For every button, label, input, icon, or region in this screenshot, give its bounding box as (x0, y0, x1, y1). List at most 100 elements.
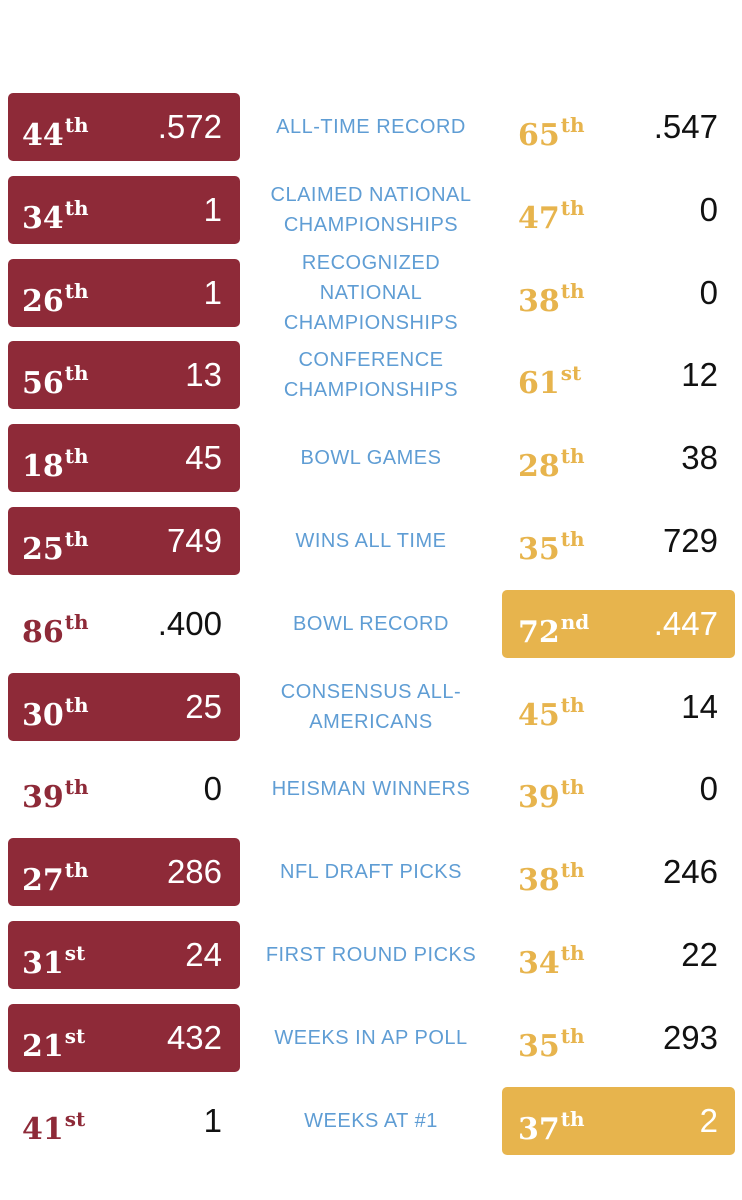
stat-row: 31st 24 FIRST ROUND PICKS 34th 22 (0, 921, 742, 989)
right-value: 14 (681, 688, 718, 725)
right-rank-number: 35 (518, 532, 560, 567)
left-value: 1 (203, 191, 222, 228)
left-rank-number: 56 (22, 366, 64, 401)
right-rank-suffix: th (560, 1107, 585, 1131)
stat-row: 26th 1 RECOGNIZED NATIONAL CHAMPIONSHIPS 38… (0, 252, 742, 334)
left-rank-suffix: th (64, 775, 89, 799)
stat-row: 18th 45 BOWL GAMES 28th 38 (0, 424, 742, 492)
right-rank: 45th (518, 683, 585, 738)
stat-row: 34th 1 CLAIMED NATIONAL CHAMPIONSHIPS 47th 0 (0, 176, 742, 244)
left-rank-suffix: th (64, 279, 89, 303)
left-rank: 30th (22, 683, 89, 738)
left-rank-suffix: th (64, 527, 89, 551)
right-rank-suffix: st (560, 361, 582, 385)
left-rank: 41st (22, 1097, 85, 1152)
category-label: RECOGNIZED NATIONAL CHAMPIONSHIPS (283, 252, 459, 334)
stat-row: 86th .400 BOWL RECORD 72nd .447 (0, 590, 742, 658)
left-rank: 34th (22, 186, 89, 241)
left-rank: 44th (22, 103, 89, 158)
left-value: 24 (185, 936, 222, 973)
left-rank-number: 34 (22, 201, 64, 236)
stat-row: 27th 286 NFL DRAFT PICKS 38th 246 (0, 838, 742, 906)
left-rank-number: 86 (22, 615, 64, 650)
category-label: BOWL RECORD (293, 613, 449, 635)
right-rank-suffix: th (560, 1024, 585, 1048)
left-value: 1 (203, 1102, 222, 1139)
right-rank-suffix: th (560, 113, 585, 137)
left-team-box (8, 93, 240, 161)
category-label: WEEKS IN AP POLL (274, 1027, 468, 1049)
left-rank-number: 21 (22, 1029, 64, 1064)
left-rank-suffix: st (64, 1107, 86, 1131)
right-team-box (502, 1087, 735, 1155)
left-rank-suffix: th (64, 610, 89, 634)
category-label: BOWL GAMES (300, 447, 442, 469)
right-rank-number: 72 (518, 615, 560, 650)
category-label: FIRST ROUND PICKS (265, 944, 477, 966)
left-value: 45 (185, 439, 222, 476)
right-value: 0 (699, 274, 718, 311)
category-label: ALL-TIME RECORD (276, 116, 466, 138)
left-value: .400 (157, 605, 222, 642)
category-label: CONSENSUS ALL-AMERICANS (280, 681, 462, 733)
right-rank-number: 38 (518, 863, 560, 898)
right-value: 293 (662, 1019, 718, 1056)
right-rank: 28th (518, 434, 585, 489)
left-value: 13 (185, 356, 222, 393)
right-rank-number: 45 (518, 698, 560, 733)
left-rank-number: 39 (22, 780, 64, 815)
right-rank-number: 34 (518, 946, 560, 981)
right-rank-number: 37 (518, 1112, 560, 1147)
right-rank-suffix: th (560, 527, 585, 551)
left-value: 749 (166, 522, 222, 559)
right-rank-number: 38 (518, 284, 560, 319)
left-rank: 26th (22, 269, 89, 324)
stat-row: 41st 1 WEEKS AT #1 37th 2 (0, 1087, 742, 1155)
left-team-box (8, 921, 240, 989)
left-team-box (8, 507, 240, 575)
category-label: HEISMAN WINNERS (271, 778, 471, 800)
category-label: WINS ALL TIME (295, 530, 447, 552)
left-rank-number: 25 (22, 532, 64, 567)
right-rank-suffix: th (560, 693, 585, 717)
right-value: 38 (681, 439, 718, 476)
right-rank: 72nd (518, 600, 589, 655)
right-rank-suffix: th (560, 196, 585, 220)
category-label: WEEKS AT #1 (304, 1110, 438, 1132)
right-team-box (502, 590, 735, 658)
category-label: CONFERENCE CHAMPIONSHIPS (283, 349, 459, 401)
left-team-box (8, 1004, 240, 1072)
right-rank: 38th (518, 269, 585, 324)
right-value: .547 (653, 108, 718, 145)
left-rank-number: 44 (22, 118, 64, 153)
stat-row: 44th .572 ALL-TIME RECORD 65th .547 (0, 93, 742, 161)
right-value: 0 (699, 770, 718, 807)
stat-row: 30th 25 CONSENSUS ALL-AMERICANS 45th 14 (0, 673, 742, 741)
category-label: CLAIMED NATIONAL CHAMPIONSHIPS (270, 184, 472, 236)
right-rank: 61st (518, 351, 581, 406)
stat-row: 39th 0 HEISMAN WINNERS 39th 0 (0, 755, 742, 823)
left-rank: 56th (22, 351, 89, 406)
left-team-box (8, 341, 240, 409)
right-rank: 35th (518, 517, 585, 572)
right-rank: 35th (518, 1014, 585, 1069)
left-rank: 86th (22, 600, 89, 655)
right-value: 2 (699, 1102, 718, 1139)
left-rank-suffix: st (64, 1024, 86, 1048)
right-rank-suffix: th (560, 775, 585, 799)
left-rank-number: 41 (22, 1112, 64, 1147)
left-rank-suffix: th (64, 858, 89, 882)
right-value: 729 (662, 522, 718, 559)
left-rank: 18th (22, 434, 89, 489)
left-team-box (8, 673, 240, 741)
right-rank: 65th (518, 103, 585, 158)
left-value: 25 (185, 688, 222, 725)
right-value: 12 (681, 356, 718, 393)
right-value: 0 (699, 191, 718, 228)
right-rank-number: 65 (518, 118, 560, 153)
left-team-box (8, 838, 240, 906)
left-rank: 21st (22, 1014, 85, 1069)
right-rank-number: 39 (518, 780, 560, 815)
right-value: 246 (662, 853, 718, 890)
